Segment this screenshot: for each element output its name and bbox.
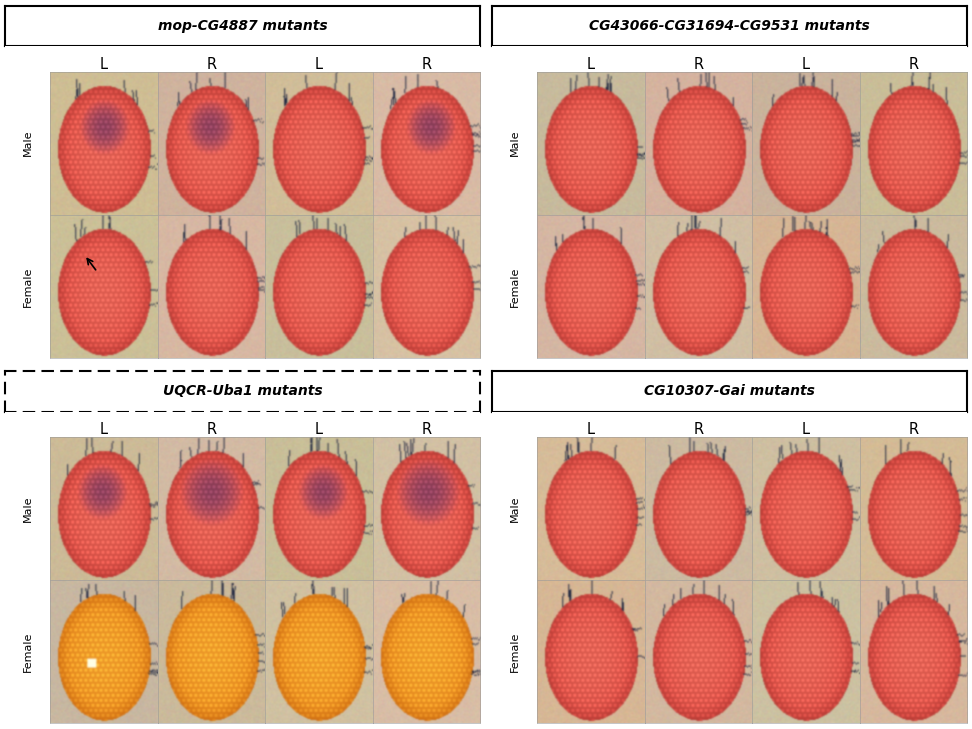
Text: Female: Female	[509, 631, 519, 672]
Text: UQCR-Uba1 mutants: UQCR-Uba1 mutants	[162, 384, 323, 398]
Text: R: R	[693, 422, 704, 437]
Text: mop-CG4887 mutants: mop-CG4887 mutants	[157, 19, 328, 33]
Text: R: R	[206, 422, 217, 437]
Text: L: L	[100, 422, 108, 437]
Text: Female: Female	[22, 631, 32, 672]
Text: L: L	[587, 57, 595, 71]
Text: Male: Male	[509, 130, 519, 157]
Text: L: L	[315, 422, 323, 437]
Text: R: R	[206, 57, 217, 71]
Text: Male: Male	[22, 130, 32, 157]
Text: L: L	[587, 422, 595, 437]
Text: CG43066-CG31694-CG9531 mutants: CG43066-CG31694-CG9531 mutants	[589, 19, 870, 33]
Text: L: L	[100, 57, 108, 71]
Text: L: L	[802, 422, 810, 437]
Text: R: R	[421, 422, 432, 437]
Text: CG10307-Gai mutants: CG10307-Gai mutants	[644, 384, 815, 398]
Text: Male: Male	[509, 495, 519, 522]
Text: Female: Female	[509, 266, 519, 307]
Text: R: R	[908, 422, 919, 437]
Text: R: R	[421, 57, 432, 71]
Text: Male: Male	[22, 495, 32, 522]
Text: R: R	[908, 57, 919, 71]
Text: L: L	[802, 57, 810, 71]
Text: L: L	[315, 57, 323, 71]
Text: R: R	[693, 57, 704, 71]
Text: Female: Female	[22, 266, 32, 307]
